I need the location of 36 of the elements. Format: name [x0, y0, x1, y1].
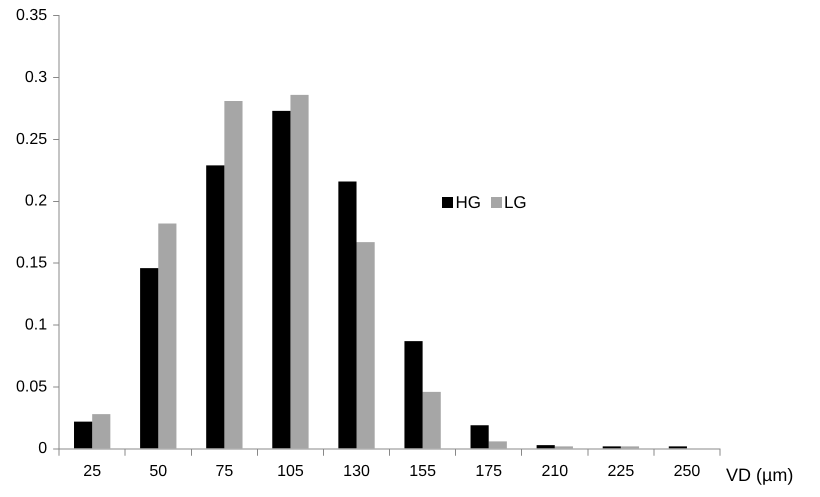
x-tick-label: 225 — [608, 462, 634, 480]
y-tick-label: 0.15 — [16, 254, 48, 272]
bar — [224, 101, 243, 448]
x-tick-label: 50 — [149, 462, 168, 480]
x-tick-label: 25 — [83, 462, 102, 480]
bar — [290, 94, 309, 448]
bar — [272, 110, 290, 448]
bar — [338, 181, 357, 448]
bar — [356, 242, 375, 448]
bar — [140, 268, 158, 448]
y-tick-label: 0.3 — [24, 68, 48, 86]
x-axis-title: VD (µm) — [726, 464, 794, 485]
bar — [536, 445, 555, 448]
legend-label: LG — [502, 193, 527, 214]
x-tick-label: 155 — [409, 462, 436, 480]
bar — [92, 414, 110, 448]
x-tick-label: 105 — [277, 462, 304, 480]
bar — [74, 422, 92, 448]
x-tick-label: 75 — [215, 462, 234, 480]
x-tick-label: 175 — [475, 462, 502, 480]
bar — [470, 425, 489, 448]
x-tick-label: 210 — [541, 462, 568, 480]
legend-label: HG — [454, 193, 481, 214]
bar — [206, 165, 224, 448]
y-tick-label: 0.05 — [16, 378, 48, 396]
x-tick-label: 250 — [674, 462, 700, 480]
y-tick-label: 0.35 — [16, 7, 48, 24]
y-tick-label: 0.25 — [16, 130, 48, 148]
y-tick-label: 0 — [38, 440, 48, 458]
bar — [422, 392, 441, 448]
x-tick-label: 130 — [343, 462, 370, 480]
bar — [404, 341, 423, 448]
y-tick-label: 0.2 — [24, 192, 48, 210]
bar — [488, 441, 507, 448]
bar — [158, 224, 176, 448]
y-tick-label: 0.1 — [24, 316, 48, 334]
